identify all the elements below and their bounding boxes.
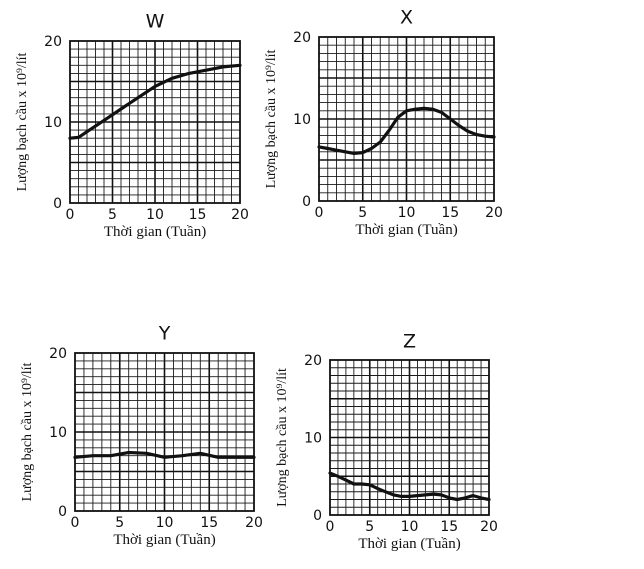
x-tick-label: 20 (245, 515, 263, 531)
grid-y (75, 353, 254, 511)
chart-z: Z 0 5 10 15 20 0 10 20 Thời gian (Tuần) Lượng bạch… (275, 331, 498, 553)
y-tick-label: 20 (49, 346, 67, 362)
chart-w: W 0 5 10 15 20 0 10 20 Thời gian (Tuần) Lượng bạch… (15, 11, 249, 241)
y-tick-label: 0 (302, 194, 311, 210)
chart-y: Y 0 5 10 15 20 0 10 20 Thời gian (Tuần) Lượng bạch… (20, 323, 263, 549)
x-tick-label: 0 (71, 515, 80, 531)
y-tick-label: 20 (44, 34, 62, 50)
x-tick-label: 20 (485, 205, 503, 221)
grid-x (319, 37, 494, 201)
y-axis-label: Lượng bạch cầu x 10⁹/lít (20, 362, 35, 501)
x-tick-label: 0 (315, 205, 324, 221)
plot-frame (318, 36, 495, 202)
x-axis-label: Thời gian (Tuần) (104, 224, 206, 240)
chart-title: Z (403, 331, 416, 353)
grid-z (330, 360, 489, 515)
y-tick-label: 20 (293, 30, 311, 46)
plot-frame (74, 352, 255, 512)
x-tick-label: 5 (358, 205, 367, 221)
y-tick-label: 10 (293, 112, 311, 128)
x-tick-label: 10 (146, 207, 164, 223)
x-tick-label: 20 (231, 207, 249, 223)
x-tick-label: 5 (108, 207, 117, 223)
x-tick-label: 5 (115, 515, 124, 531)
x-tick-label: 15 (441, 205, 459, 221)
x-tick-label: 20 (480, 519, 498, 535)
series-line-y (73, 450, 256, 459)
y-tick-label: 20 (304, 353, 322, 369)
x-tick-label: 15 (440, 519, 458, 535)
chart-title: Y (158, 323, 171, 345)
y-tick-label: 10 (44, 115, 62, 131)
plot-frame (69, 40, 241, 204)
x-tick-label: 5 (365, 519, 374, 535)
x-axis-label: Thời gian (Tuần) (358, 536, 460, 552)
x-tick-label: 15 (200, 515, 218, 531)
y-tick-label: 0 (313, 508, 322, 524)
x-tick-label: 0 (326, 519, 335, 535)
y-axis-label: Lượng bạch cầu x 10⁹/lít (275, 368, 290, 507)
x-tick-label: 10 (401, 519, 419, 535)
y-axis-label: Lượng bạch cầu x 10⁹/lít (264, 49, 279, 188)
x-tick-label: 0 (66, 207, 75, 223)
chart-title: X (400, 7, 413, 29)
series-line-z (328, 471, 491, 502)
x-tick-label: 15 (189, 207, 207, 223)
y-tick-label: 10 (49, 425, 67, 441)
x-tick-label: 10 (398, 205, 416, 221)
grid-w (70, 41, 240, 203)
y-tick-label: 0 (53, 196, 62, 212)
series-line-x (317, 106, 496, 155)
series-line-w (68, 63, 242, 140)
y-tick-label: 10 (304, 431, 322, 447)
plot-frame (329, 359, 490, 516)
x-axis-label: Thời gian (Tuần) (113, 532, 215, 548)
chart-title: W (146, 11, 165, 33)
x-tick-label: 10 (156, 515, 174, 531)
x-axis-label: Thời gian (Tuần) (355, 222, 457, 238)
y-tick-label: 0 (58, 504, 67, 520)
chart-x: X 0 5 10 15 20 0 10 20 Thời gian (Tuần) Lượng bạch… (264, 7, 503, 239)
y-axis-label: Lượng bạch cầu x 10⁹/lít (15, 52, 30, 191)
